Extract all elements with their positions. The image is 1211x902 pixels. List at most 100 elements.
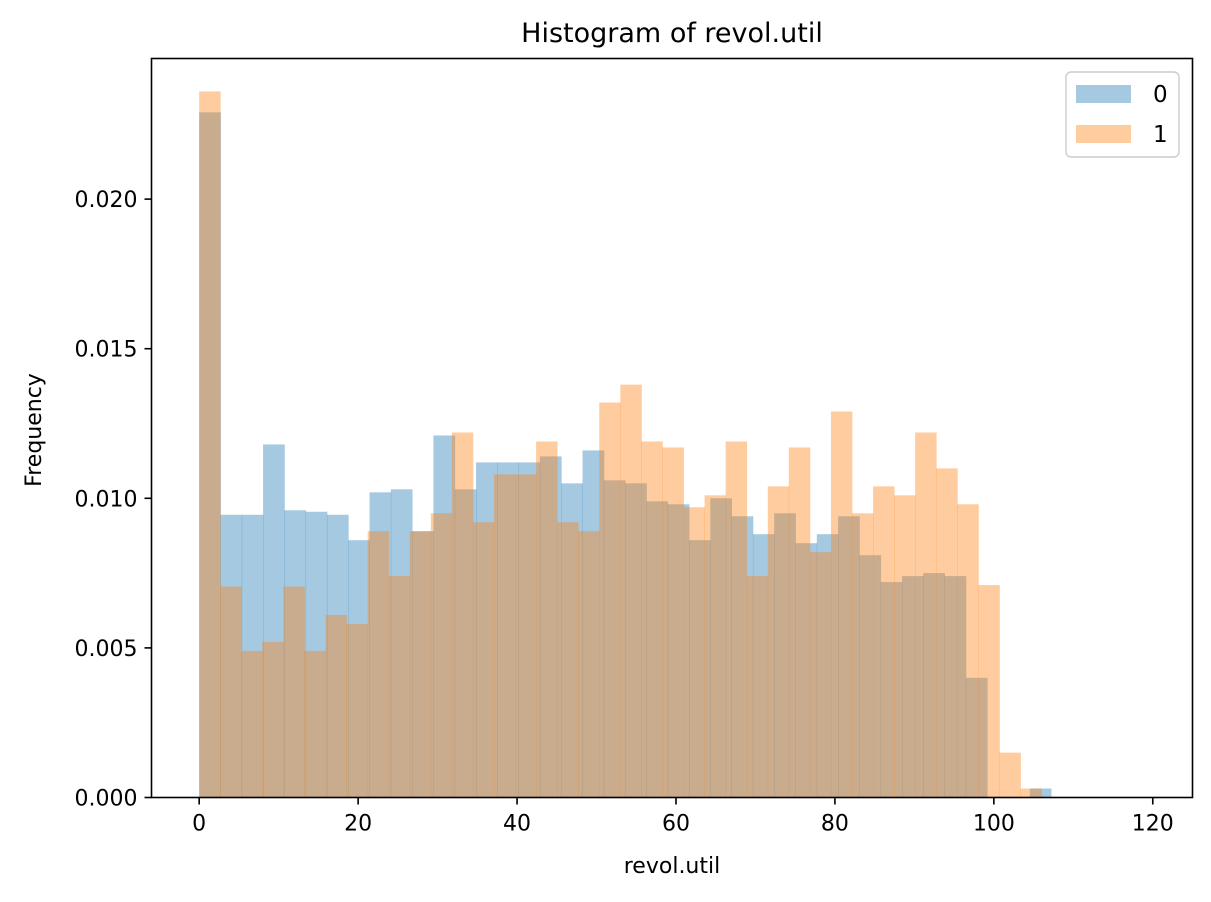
bar-series-0-bin-4	[284, 510, 307, 798]
bar-series-0-bin-5	[305, 511, 328, 798]
bar-series-1-bin-30	[830, 411, 853, 798]
bar-series-1-bin-25	[725, 441, 748, 798]
y-tick-label: 0.020	[75, 188, 138, 213]
bar-series-0-bin-34	[923, 573, 945, 798]
bar-series-0-bin-1	[220, 514, 243, 798]
bar-series-1-bin-2	[241, 650, 263, 798]
bar-series-1-bin-3	[262, 641, 284, 798]
bar-series-0-bin-19	[603, 480, 626, 798]
bar-series-1-bin-14	[494, 474, 516, 798]
bar-series-1-bin-28	[788, 447, 811, 798]
bar-series-1-bin-37	[978, 585, 1000, 798]
bar-series-1-bin-8	[367, 531, 390, 798]
bar-series-1-bin-20	[620, 384, 642, 798]
series-1-bars	[199, 91, 1042, 798]
legend-label-series-1: 1	[1153, 122, 1168, 148]
bar-series-0-bin-39	[1029, 788, 1052, 798]
bar-series-1-bin-29	[809, 552, 832, 798]
y-tick-label: 0.000	[75, 787, 138, 812]
bar-series-1-bin-39	[1020, 788, 1042, 798]
bar-series-1-bin-11	[430, 513, 453, 798]
bar-series-1-bin-32	[873, 486, 895, 798]
bar-series-1-bin-13	[472, 522, 495, 798]
bar-series-0-bin-11	[433, 435, 456, 798]
bar-series-0-bin-30	[838, 516, 860, 798]
bar-series-0-bin-13	[476, 462, 498, 798]
bar-series-1-bin-5	[304, 650, 326, 798]
bar-series-1-bin-24	[704, 495, 727, 798]
bar-series-1-bin-23	[683, 507, 705, 798]
y-axis-label: Frequency	[22, 373, 47, 487]
bar-series-0-bin-20	[625, 483, 647, 798]
bar-series-1-bin-26	[746, 576, 769, 798]
legend: 0 1	[1065, 71, 1180, 158]
x-tick-label: 80	[821, 812, 849, 837]
bar-series-1-bin-16	[536, 441, 558, 798]
bar-series-1-bin-10	[409, 531, 432, 798]
bar-series-1-bin-15	[515, 474, 537, 798]
bar-series-1-bin-17	[557, 522, 579, 798]
bar-series-0-bin-18	[582, 450, 605, 798]
bar-series-0-bin-36	[965, 677, 988, 798]
bar-series-0-bin-7	[348, 540, 370, 798]
bar-series-1-bin-33	[894, 495, 916, 798]
bar-series-0-bin-9	[390, 489, 413, 798]
bar-series-1-bin-1	[220, 586, 242, 798]
bar-series-0-bin-2	[241, 514, 264, 798]
bar-series-1-bin-6	[325, 614, 347, 798]
bar-series-1-bin-12	[451, 432, 474, 798]
bar-series-1-bin-7	[346, 623, 369, 798]
bar-series-0-bin-25	[731, 516, 754, 798]
bar-series-0-bin-35	[944, 576, 967, 798]
bar-series-0-bin-16	[539, 456, 562, 798]
x-axis-ticks: 0 20 40 60 80 100 120	[192, 797, 1174, 837]
bar-series-0-bin-31	[859, 555, 882, 798]
bar-series-0-bin-6	[326, 514, 349, 798]
bar-series-0-bin-24	[710, 498, 732, 798]
bar-series-0-bin-26	[752, 534, 775, 798]
plot-frame	[150, 57, 1194, 799]
legend-frame	[1065, 71, 1180, 158]
bar-series-1-bin-4	[283, 586, 305, 798]
chart-title: Histogram of revol.util	[521, 18, 823, 49]
bar-series-0-bin-28	[795, 543, 818, 798]
y-tick-label: 0.010	[75, 487, 138, 512]
bar-series-0-bin-27	[774, 513, 796, 798]
bar-series-0-bin-23	[689, 540, 711, 798]
bar-series-1-bin-35	[936, 468, 958, 798]
bar-series-0-bin-32	[880, 582, 903, 798]
bar-series-1-bin-9	[388, 576, 411, 798]
legend-label-series-0: 0	[1153, 82, 1168, 108]
bar-series-0-bin-12	[454, 489, 477, 798]
x-tick-label: 100	[973, 812, 1015, 837]
y-axis-ticks: 0.000 0.005 0.010 0.015 0.020	[75, 188, 152, 812]
bar-series-1-bin-31	[851, 513, 874, 798]
bar-series-1-bin-38	[999, 752, 1021, 798]
x-axis-label: revol.util	[624, 854, 720, 879]
bar-series-0-bin-8	[369, 492, 392, 798]
bar-series-0-bin-0	[199, 112, 221, 798]
bar-series-1-bin-27	[767, 486, 790, 798]
x-tick-label: 120	[1132, 812, 1174, 837]
bar-series-0-bin-17	[561, 483, 583, 798]
bar-series-0-bin-21	[646, 501, 669, 798]
bar-series-0-bin-29	[816, 534, 839, 798]
bar-series-0-bin-3	[263, 444, 285, 798]
bar-series-1-bin-34	[915, 432, 937, 798]
y-tick-label: 0.015	[75, 338, 138, 363]
bar-series-0-bin-15	[518, 462, 541, 798]
bars-layer	[199, 91, 1052, 798]
legend-swatch-series-0	[1076, 85, 1131, 103]
bar-series-0-bin-14	[497, 462, 520, 798]
bar-series-0-bin-10	[412, 531, 434, 798]
legend-swatch-series-1	[1076, 125, 1131, 143]
bar-series-1-bin-21	[641, 441, 663, 798]
y-tick-label: 0.005	[75, 637, 138, 662]
bar-series-1-bin-19	[599, 402, 621, 798]
x-tick-label: 60	[662, 812, 690, 837]
bar-series-1-bin-18	[578, 531, 600, 798]
bar-series-1-bin-22	[662, 447, 684, 798]
bar-series-1-bin-36	[957, 504, 979, 798]
